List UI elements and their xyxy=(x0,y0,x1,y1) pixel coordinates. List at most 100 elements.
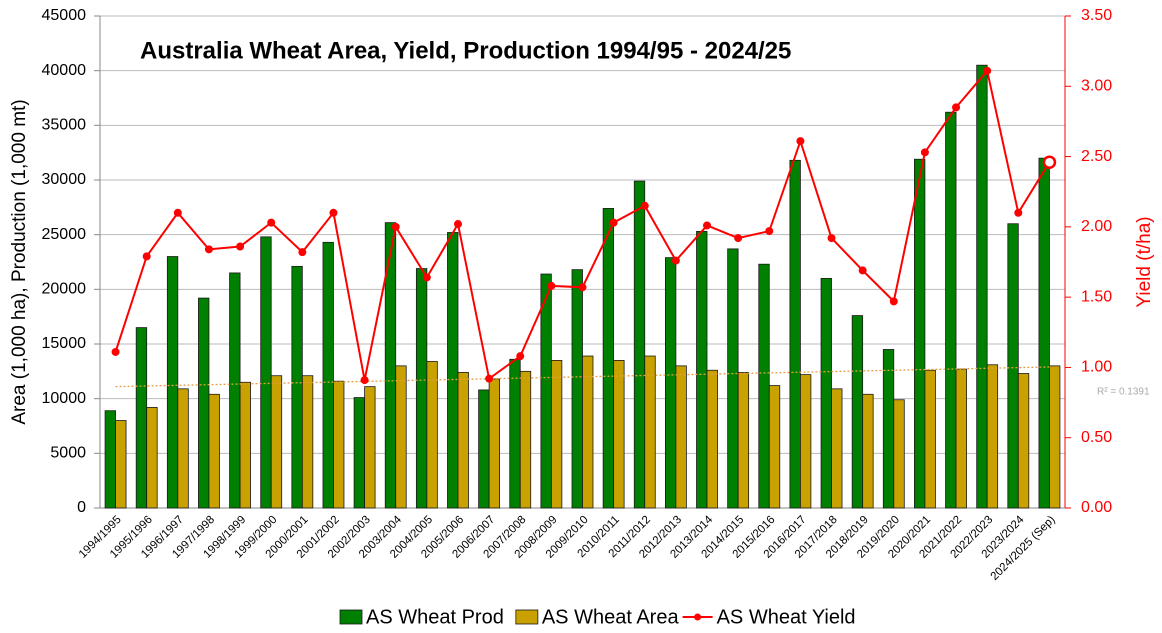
y2-tick-label: 1.00 xyxy=(1081,359,1112,376)
point xyxy=(1014,208,1023,217)
bar xyxy=(115,420,127,509)
point xyxy=(142,252,151,261)
bar xyxy=(260,236,272,509)
point xyxy=(298,248,307,257)
bar xyxy=(914,158,926,509)
point xyxy=(236,242,245,251)
point xyxy=(889,297,898,306)
bar xyxy=(986,364,999,509)
y-tick-label: 25000 xyxy=(42,226,87,243)
legend-swatch xyxy=(515,609,539,625)
point xyxy=(640,201,649,210)
bar xyxy=(1038,157,1050,509)
bar xyxy=(644,355,656,509)
bar xyxy=(976,64,988,509)
y2-tick-label: 0.50 xyxy=(1081,429,1112,446)
point xyxy=(516,352,525,361)
bar xyxy=(602,208,615,509)
bar xyxy=(229,272,241,509)
bar xyxy=(1007,223,1019,509)
y-tick-label: 20000 xyxy=(42,281,87,298)
y-axis-label: Area (1,000 ha), Production (1,000 mt) xyxy=(9,99,30,424)
bar xyxy=(135,327,148,509)
bar xyxy=(322,241,334,509)
trendline-label: R² = 0.1391 xyxy=(1097,387,1150,398)
point xyxy=(547,281,556,290)
point xyxy=(485,374,494,383)
point xyxy=(609,218,618,227)
point xyxy=(267,218,276,227)
bar xyxy=(540,273,552,509)
point xyxy=(952,103,961,112)
bar xyxy=(550,359,563,509)
point xyxy=(173,208,182,217)
y2-tick-label: 3.50 xyxy=(1081,7,1112,24)
bar xyxy=(509,358,521,509)
bar xyxy=(613,359,625,509)
chart-title: Australia Wheat Area, Yield, Production … xyxy=(140,37,791,64)
y2-tick-label: 2.00 xyxy=(1081,218,1112,235)
bar xyxy=(696,230,708,509)
y-tick-label: 30000 xyxy=(42,171,87,188)
bar xyxy=(768,385,781,509)
point xyxy=(858,266,867,275)
bar xyxy=(789,159,801,509)
bar xyxy=(582,355,594,509)
point xyxy=(391,222,400,231)
bar xyxy=(571,269,583,509)
bar xyxy=(924,369,936,509)
point xyxy=(827,234,836,243)
point xyxy=(983,66,992,75)
bar xyxy=(945,111,957,509)
bar xyxy=(301,375,314,509)
point xyxy=(360,376,369,385)
bar xyxy=(955,368,967,509)
bar xyxy=(104,410,116,509)
bar xyxy=(519,370,532,509)
bar xyxy=(706,369,718,509)
bar xyxy=(800,374,812,509)
bar xyxy=(882,349,895,509)
bar xyxy=(384,222,397,509)
bar xyxy=(457,372,469,509)
legend-label: AS Wheat Yield xyxy=(717,606,856,628)
bar xyxy=(166,256,179,509)
legend-label: AS Wheat Prod xyxy=(366,606,504,628)
y2-tick-label: 1.50 xyxy=(1081,288,1112,305)
point xyxy=(765,227,774,236)
point xyxy=(422,273,431,282)
point xyxy=(329,208,338,217)
bar xyxy=(364,386,376,509)
y2-tick-label: 2.50 xyxy=(1081,148,1112,165)
bar xyxy=(415,268,428,509)
bar xyxy=(862,393,874,509)
bar xyxy=(353,397,365,509)
bar xyxy=(664,257,677,509)
bar xyxy=(1049,365,1061,509)
bar xyxy=(270,375,283,509)
bar xyxy=(488,378,501,509)
bar xyxy=(177,388,189,509)
legend-marker xyxy=(694,613,702,621)
y2-axis-label: Yield (t/ha) xyxy=(1134,216,1155,307)
bar xyxy=(758,263,770,509)
y-tick-label: 10000 xyxy=(42,390,87,407)
bar xyxy=(291,265,303,509)
point xyxy=(671,256,680,265)
y2-tick-label: 3.00 xyxy=(1081,78,1112,95)
y-tick-label: 15000 xyxy=(42,335,87,352)
y-tick-label: 5000 xyxy=(50,445,86,462)
bar xyxy=(1017,373,1030,509)
point xyxy=(578,283,587,292)
point xyxy=(204,245,213,254)
point xyxy=(796,137,805,146)
bar xyxy=(633,180,646,509)
bar xyxy=(727,248,739,509)
bar xyxy=(820,277,832,509)
bar xyxy=(478,389,490,509)
y-tick-label: 35000 xyxy=(42,117,87,134)
y-tick-label: 0 xyxy=(77,499,86,516)
point xyxy=(453,220,462,229)
legend-swatch xyxy=(339,609,363,625)
